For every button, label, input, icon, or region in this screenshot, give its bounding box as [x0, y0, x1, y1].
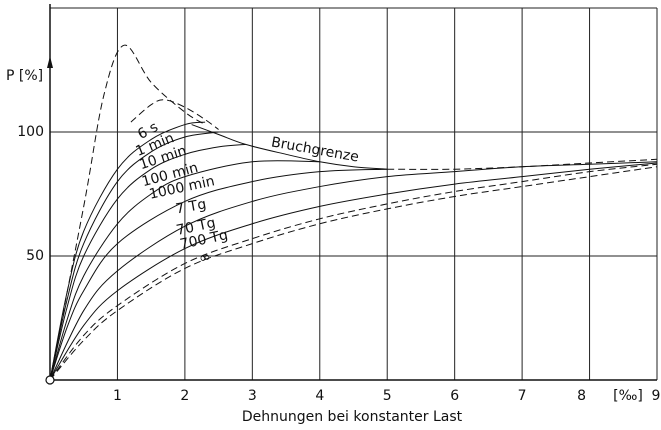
x-tick-label: 8 [577, 388, 586, 404]
curve [49, 143, 246, 381]
x-tick-label: 9 [652, 388, 661, 404]
x-unit-label: [‰] [613, 388, 643, 404]
y-axis-label: P [%] [6, 68, 43, 84]
curve-label: 7 Tg [174, 196, 207, 217]
curve [49, 166, 658, 381]
y-tick-label: 50 [26, 248, 44, 264]
y-tick-label: 100 [17, 124, 44, 140]
x-tick-label: 5 [383, 388, 392, 404]
curve [49, 162, 658, 381]
curve [49, 163, 658, 381]
limit-curve [130, 99, 219, 130]
limit-curve [49, 44, 206, 381]
curve [49, 160, 320, 381]
curve [49, 161, 658, 381]
y-axis-arrow [47, 56, 53, 68]
x-tick-label: 6 [450, 388, 459, 404]
curve [49, 168, 388, 381]
x-tick-label: 1 [113, 388, 122, 404]
origin [45, 375, 55, 385]
x-tick-label: 3 [248, 388, 257, 404]
x-tick-label: 4 [315, 388, 324, 404]
curve [49, 131, 219, 381]
limit-curve [191, 124, 388, 170]
x-axis-label: Dehnungen bei konstanter Last [242, 409, 463, 425]
x-tick-label: 7 [518, 388, 527, 404]
x-tick-label: 2 [180, 388, 189, 404]
curve [49, 121, 206, 381]
curve-label: ∞ [197, 249, 212, 267]
